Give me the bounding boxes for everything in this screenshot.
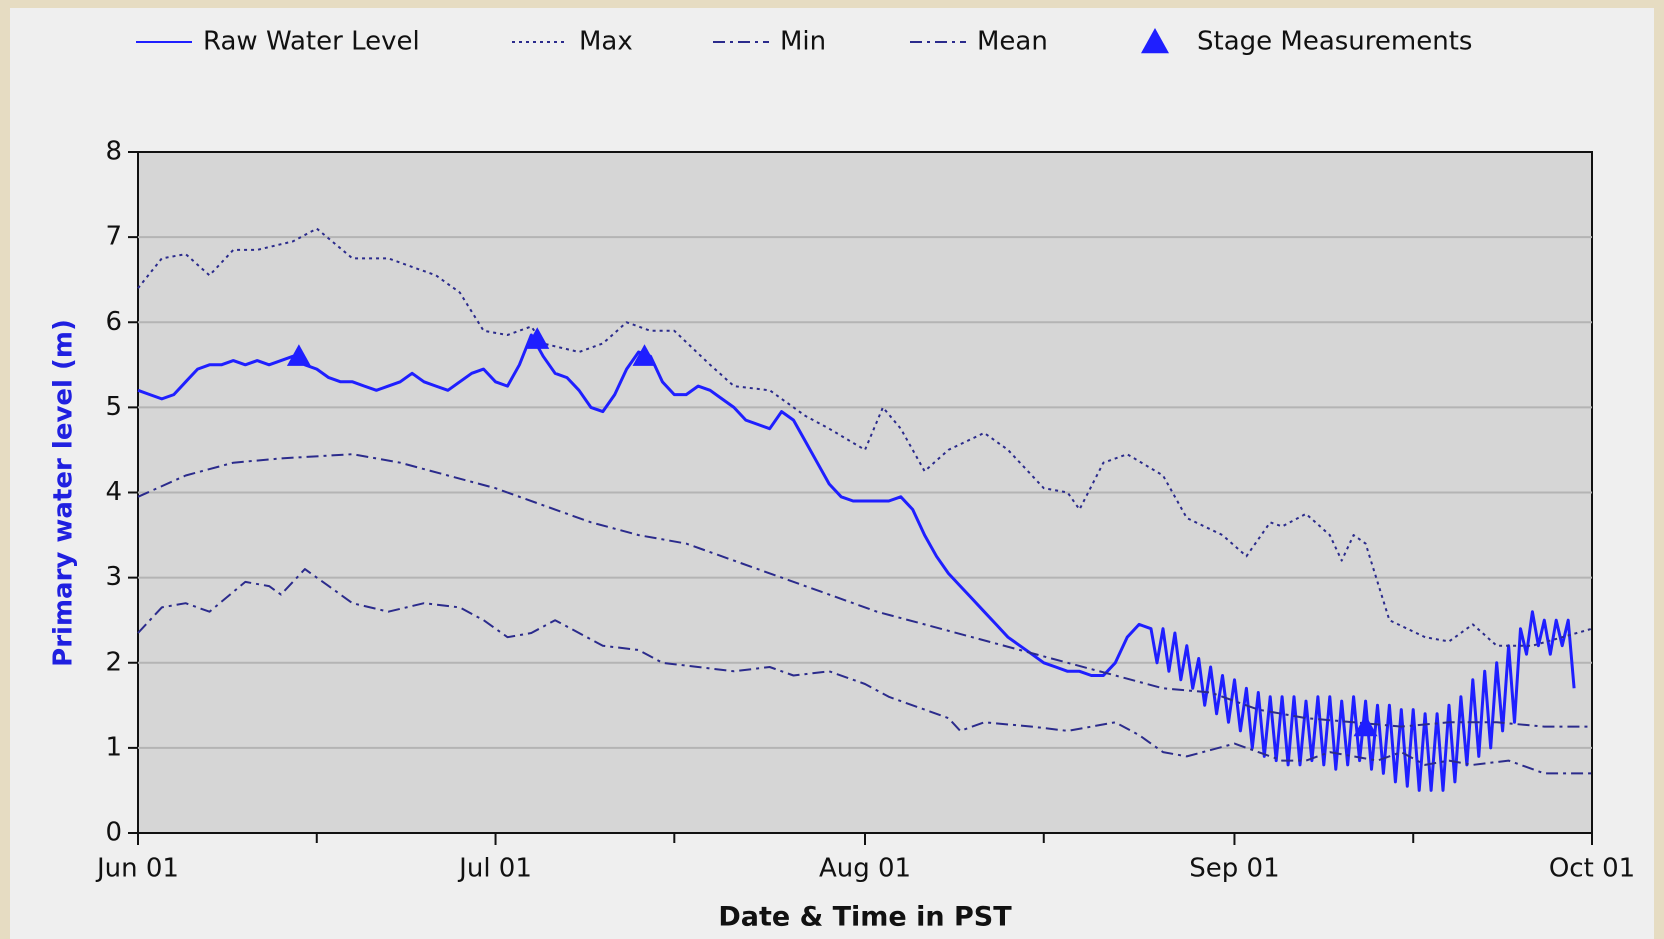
stage-marker [1353,714,1378,737]
y-tick-label: 5 [105,392,122,422]
y-tick-label: 8 [105,137,122,167]
stage-marker [525,327,550,349]
y-tick-label: 2 [105,647,122,677]
series-line [137,333,1576,792]
legend-label: Stage Measurements [1197,27,1472,57]
y-tick-label: 7 [105,222,122,252]
x-tick-label: Sep 01 [1189,854,1279,884]
stage-marker [632,344,657,366]
legend-label: Raw Water Level [203,27,420,57]
series-line [137,453,1592,728]
x-tick-label: Jul 01 [457,854,532,884]
x-tick-label: Aug 01 [819,854,911,884]
y-tick-label: 0 [105,818,122,848]
series-line [137,568,1592,775]
y-axis-title: Primary water level (m) [49,319,79,667]
y-tick-label: 4 [105,477,122,507]
legend-label: Max [579,27,633,57]
x-tick-label: Oct 01 [1549,854,1635,884]
x-axis-title: Date & Time in PST [718,902,1012,933]
legend-label: Min [780,27,826,57]
x-tick-label: Jun 01 [95,854,179,884]
y-tick-label: 6 [105,307,122,337]
y-tick-label: 3 [105,562,122,592]
legend-label: Mean [977,27,1048,57]
y-tick-label: 1 [105,732,122,762]
stage-marker [286,344,311,366]
legend-marker [1141,28,1169,54]
